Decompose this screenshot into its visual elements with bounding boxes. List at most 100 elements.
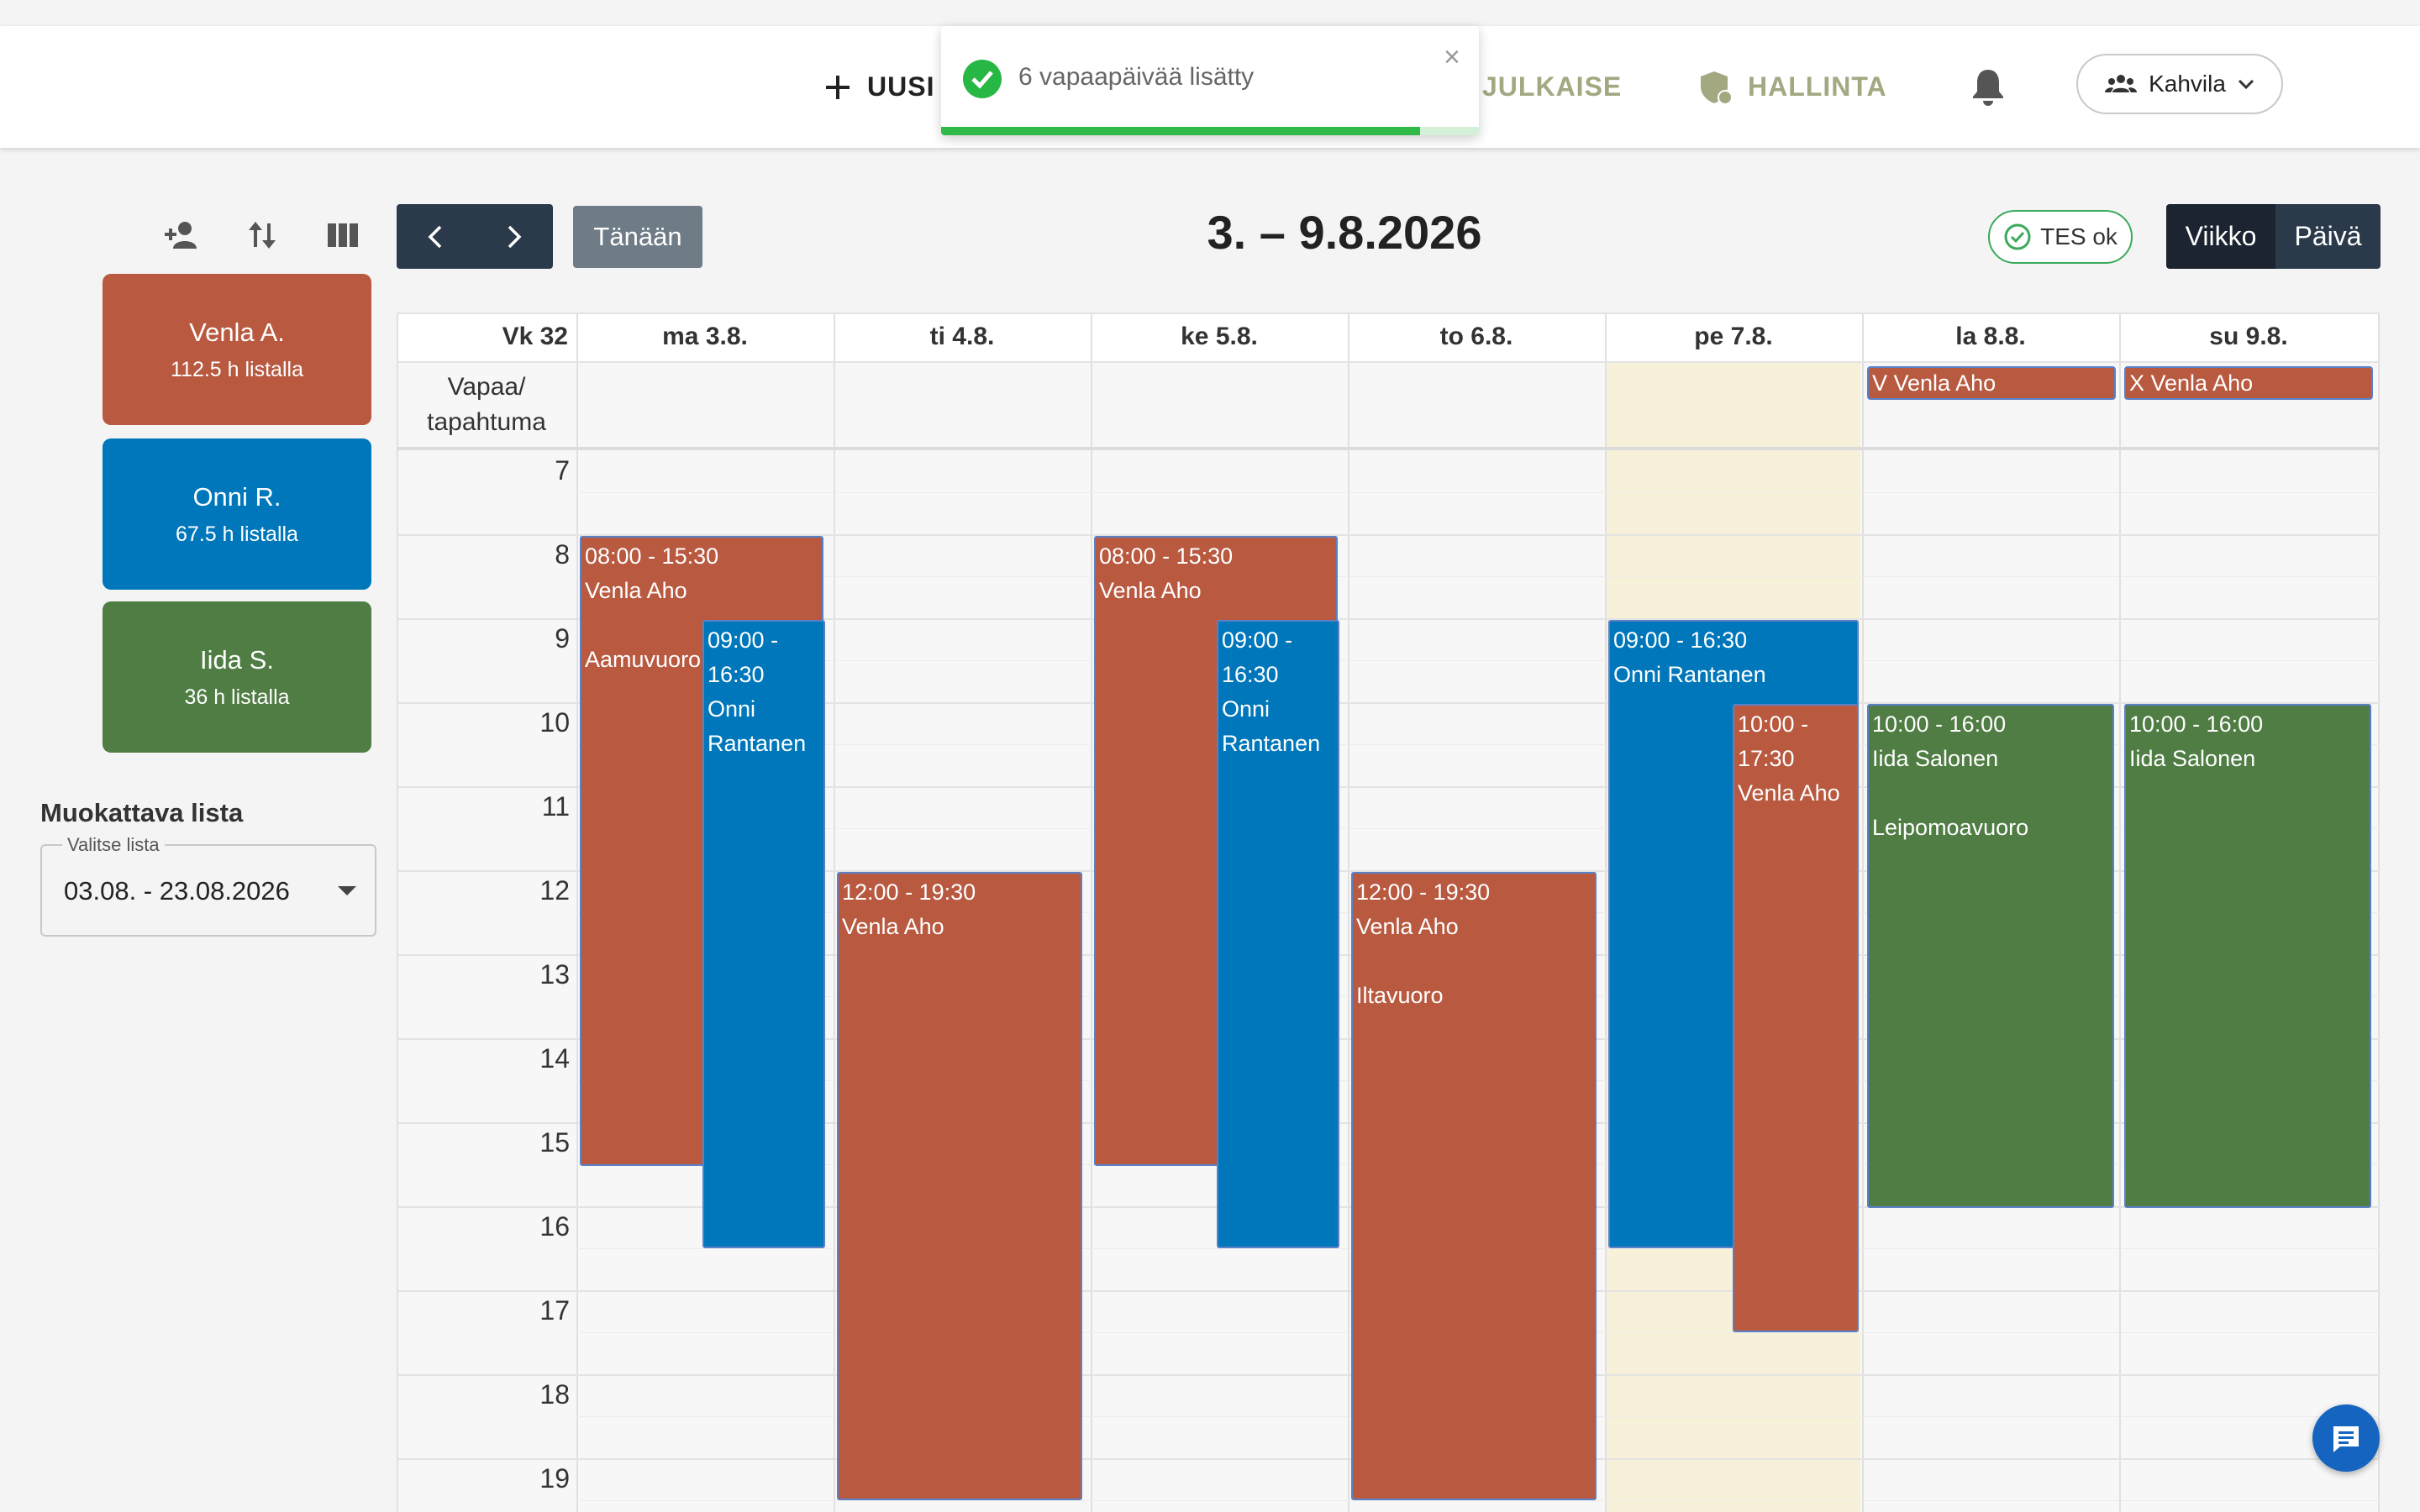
shift-time: 10:00 - 16:00 [2129,711,2264,737]
shift-employee: Iida Salonen [2129,746,2256,771]
hour-label: 19 [539,1463,570,1494]
calendar-header-row [397,312,2380,361]
hour-label: 18 [539,1379,570,1410]
allday-event[interactable]: V Venla Aho [1867,366,2116,400]
sort-icon[interactable] [242,215,282,255]
employee-hours: 112.5 h listalla [171,357,303,381]
employee-name: Venla A. [189,317,285,347]
shift-block[interactable]: 12:00 - 19:30 Venla Aho Iltavuoro [1351,872,1597,1500]
allday-label-line1: Vapaa/ [447,373,526,401]
chat-button[interactable] [2312,1404,2380,1472]
hour-label: 7 [555,455,570,486]
shift-block[interactable]: 10:00 - 16:00 Iida Salonen [2124,704,2371,1208]
nav-uusi-button[interactable]: UUSI [823,26,934,148]
chevron-right-icon[interactable] [501,224,526,249]
shift-employee-last: Rantanen [708,731,807,756]
list-select[interactable]: Valitse lista 03.08. - 23.08.2026 [40,834,376,937]
check-circle-icon [2004,223,2031,250]
shield-icon [1701,71,1733,105]
employee-name: Onni R. [192,481,281,512]
shift-block[interactable]: 10:00 - 17:30 Venla Aho [1733,704,1859,1332]
shift-block[interactable]: 09:00 - 16:30 Onni Rantanen [1217,620,1339,1248]
hour-label: 17 [539,1295,570,1326]
company-name: Kahvila [2149,71,2226,97]
week-title: 3. – 9.8.2026 [1207,206,1482,259]
shift-time: 10:00 - [1738,711,1809,737]
shift-time-end: 16:30 [708,662,765,687]
week-calendar: Vk 32 ma 3.8. ti 4.8. ke 5.8. to 6.8. pe… [397,312,2380,1512]
shift-time: 09:00 - [708,627,779,653]
shift-employee: Venla Aho [1738,780,1840,806]
shift-block[interactable]: 10:00 - 16:00 Iida Salonen Leipomoavuoro [1867,704,2114,1208]
nav-julkaise-label: JULKAISE [1482,71,1623,102]
shift-note: Aamuvuoro [585,647,702,672]
users-icon [2105,75,2138,92]
hour-label: 11 [541,791,570,822]
chevron-left-icon[interactable] [424,224,449,249]
editable-list-title: Muokattava lista [40,798,244,827]
add-person-icon[interactable] [161,215,202,255]
nav-hallinta-button[interactable]: HALLINTA [1699,26,1887,148]
hour-label: 15 [539,1127,570,1158]
plus-icon [826,75,850,99]
employee-card-iida[interactable]: Iida S. 36 h listalla [103,601,371,753]
shift-time-end: 17:30 [1738,746,1795,771]
shift-block[interactable]: 09:00 - 16:30 Onni Rantanen [702,620,825,1248]
employee-card-venla[interactable]: Venla A. 112.5 h listalla [103,274,371,425]
columns-icon[interactable] [323,215,363,255]
hour-label: 9 [555,623,570,654]
allday-label-line2: tapahtuma [427,408,546,436]
hour-label: 16 [539,1211,570,1242]
allday-row-label: Vapaa/ tapahtuma [397,370,576,440]
notification-bell-icon[interactable] [1970,66,2006,107]
hour-label: 12 [539,875,570,906]
employee-name: Iida S. [200,644,274,675]
day-header[interactable]: ma 3.8. [662,323,748,350]
nav-julkaise-button[interactable]: JULKAISE [1482,26,1622,148]
day-header[interactable]: to 6.8. [1439,323,1513,350]
nav-hallinta-label: HALLINTA [1748,71,1887,102]
day-header[interactable]: su 9.8. [2209,323,2288,350]
shift-time: 08:00 - 15:30 [1099,543,1234,569]
list-select-legend: Valitse lista [62,834,165,856]
success-toast: 6 vapaapäivää lisätty × [941,26,1479,135]
shift-time: 09:00 - 16:30 [1613,627,1748,653]
shift-time: 12:00 - 19:30 [842,879,976,905]
view-day-button[interactable]: Päivä [2275,204,2381,269]
week-nav-group [397,204,553,269]
chat-icon [2333,1426,2359,1452]
hour-gutter [397,361,576,1512]
day-header[interactable]: ti 4.8. [929,323,995,350]
hour-label: 10 [539,707,570,738]
shift-note: Leipomoavuoro [1872,815,2029,840]
toast-message: 6 vapaapäivää lisätty [1018,63,1255,91]
shift-employee: Venla Aho [1356,914,1459,939]
day-header[interactable]: ke 5.8. [1181,323,1258,350]
close-icon[interactable]: × [1444,41,1460,73]
shift-time-end: 16:30 [1222,662,1279,687]
employee-card-onni[interactable]: Onni R. 67.5 h listalla [103,438,371,590]
shift-employee: Venla Aho [585,578,687,603]
caret-down-icon [338,886,356,895]
allday-event[interactable]: X Venla Aho [2124,366,2373,400]
tes-status-badge[interactable]: TES ok [1988,210,2133,264]
day-header[interactable]: pe 7.8. [1694,323,1773,350]
view-week-button[interactable]: Viikko [2166,204,2275,269]
shift-employee: Venla Aho [1099,578,1202,603]
shift-employee-last: Rantanen [1222,731,1321,756]
chevron-down-icon [2238,79,2254,90]
employee-hours: 67.5 h listalla [176,522,298,546]
day-header[interactable]: la 8.8. [1955,323,2026,350]
tes-label: TES ok [2040,223,2118,249]
shift-time: 12:00 - 19:30 [1356,879,1491,905]
shift-employee: Iida Salonen [1872,746,1999,771]
shift-time: 09:00 - [1222,627,1293,653]
today-button[interactable]: Tänään [573,206,702,268]
hour-label: 8 [555,539,570,570]
employee-hours: 36 h listalla [184,685,290,709]
shift-block[interactable]: 12:00 - 19:30 Venla Aho [837,872,1082,1500]
week-number: Vk 32 [502,323,568,350]
company-select-button[interactable]: Kahvila [2076,54,2283,114]
shift-time: 08:00 - 15:30 [585,543,719,569]
nav-uusi-label: UUSI [867,71,935,102]
